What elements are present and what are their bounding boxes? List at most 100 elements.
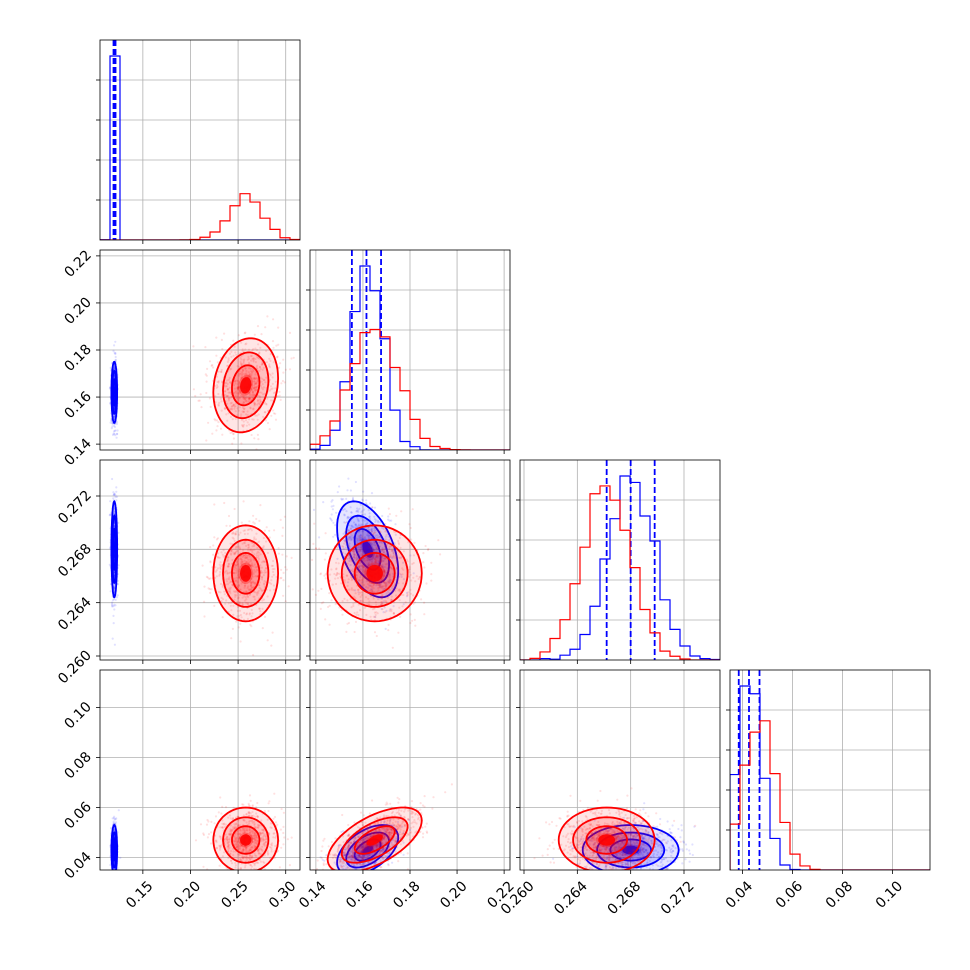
scatter-point (236, 560, 239, 563)
scatter-point (239, 613, 242, 617)
scatter-point (226, 402, 229, 405)
scatter-point (357, 520, 360, 523)
scatter-point (360, 537, 363, 540)
scatter-point (285, 555, 288, 558)
scatter-point (227, 394, 230, 397)
scatter-point (271, 387, 274, 390)
scatter-point (224, 390, 227, 393)
scatter-point (245, 372, 248, 375)
scatter-point (265, 403, 268, 406)
scatter-point (262, 880, 264, 882)
scatter-point (387, 518, 390, 521)
scatter-point (247, 548, 250, 552)
scatter-point (263, 411, 266, 414)
scatter-point (243, 332, 246, 335)
scatter-point (248, 374, 251, 377)
scatter-point (113, 367, 116, 370)
scatter-point (380, 526, 384, 529)
scatter-point (384, 582, 387, 585)
scatter-point (112, 367, 116, 371)
scatter-point (348, 536, 351, 540)
scatter-point (384, 627, 387, 631)
scatter-point (292, 356, 295, 359)
scatter-point (253, 544, 256, 548)
scatter-point (318, 536, 321, 539)
scatter-point (392, 553, 395, 556)
scatter-point (235, 594, 238, 597)
scatter-point (272, 584, 275, 587)
scatter-point (268, 428, 271, 431)
scatter-point (258, 402, 261, 405)
scatter-point (268, 363, 271, 366)
scatter-point (366, 526, 369, 529)
scatter-point (227, 399, 230, 402)
scatter-point (405, 591, 408, 595)
scatter-point (110, 427, 113, 430)
scatter-point (279, 398, 282, 401)
scatter-point (281, 553, 284, 556)
scatter-point (230, 350, 233, 353)
scatter-point (264, 567, 267, 570)
scatter-point (249, 582, 253, 585)
scatter-point (244, 419, 248, 422)
scatter-point (234, 382, 237, 385)
scatter-point (249, 799, 252, 803)
scatter-point (227, 565, 230, 568)
scatter-point (114, 604, 117, 607)
scatter-point (228, 381, 232, 384)
scatter-point (246, 374, 249, 377)
scatter-point (113, 588, 116, 591)
scatter-point (255, 414, 259, 417)
scatter-point (241, 410, 244, 413)
scatter-point (109, 366, 112, 369)
scatter-point (240, 582, 243, 585)
scatter-point (317, 589, 320, 592)
panel-frame (99, 39, 301, 241)
scatter-point (113, 344, 116, 347)
scatter-point (251, 390, 255, 393)
scatter-point (114, 878, 116, 880)
scatter-point (382, 587, 385, 590)
scatter-point (243, 559, 246, 562)
scatter-point (356, 507, 359, 510)
scatter-point (244, 367, 247, 370)
scatter-point (359, 503, 362, 506)
scatter-point (354, 480, 357, 484)
scatter-point (411, 619, 414, 622)
scatter-point (409, 621, 412, 625)
scatter-point (237, 563, 240, 566)
scatter-point (392, 551, 395, 554)
scatter-point (266, 397, 269, 400)
scatter-point (250, 379, 253, 383)
scatter-point (387, 629, 390, 632)
scatter-point (257, 402, 260, 405)
scatter-point (245, 590, 248, 593)
scatter-point (247, 391, 251, 394)
scatter-point (271, 564, 274, 567)
scatter-point (385, 581, 388, 585)
scatter-point (315, 547, 318, 551)
scatter-point (383, 538, 386, 541)
scatter-point (243, 358, 246, 361)
scatter-point (331, 499, 334, 502)
scatter-point (253, 386, 256, 389)
density-peak (240, 564, 252, 582)
scatter-point (262, 574, 265, 577)
scatter-point (361, 498, 364, 501)
scatter-point (236, 387, 239, 390)
scatter-point (219, 570, 222, 574)
scatter-point (226, 382, 229, 386)
histogram-0 (100, 55, 300, 240)
scatter-point (373, 529, 376, 532)
scatter-point (229, 415, 233, 418)
scatter-point (328, 604, 331, 607)
scatter-point (112, 870, 114, 872)
scatter-point (112, 870, 114, 872)
scatter-point (256, 593, 259, 596)
scatter-point (253, 591, 256, 594)
scatter-point (248, 588, 251, 591)
scatter-point (374, 556, 377, 559)
scatter-point (230, 580, 233, 583)
scatter-point (265, 571, 268, 574)
panel-content (108, 477, 293, 657)
